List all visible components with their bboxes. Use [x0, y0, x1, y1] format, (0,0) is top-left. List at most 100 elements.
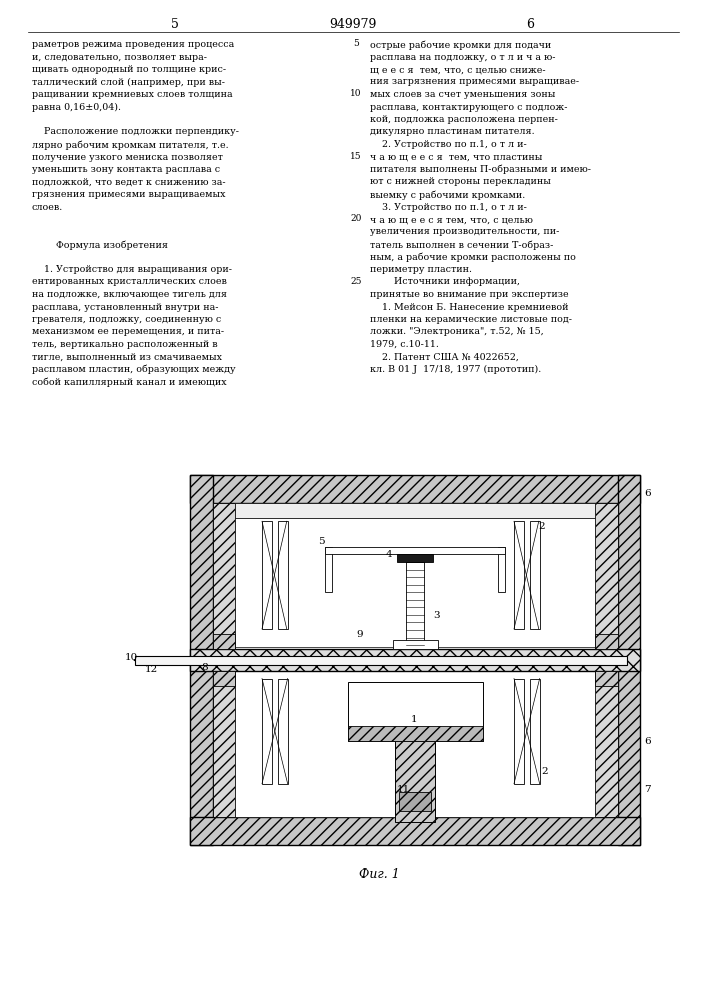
Text: 1. Мейсон Б. Нанесение кремниевой: 1. Мейсон Б. Нанесение кремниевой	[370, 302, 568, 312]
Text: 1. Устройство для выращивания ори-: 1. Устройство для выращивания ори-	[32, 265, 232, 274]
Bar	[135, 656, 626, 665]
Text: питателя выполнены П-образными и имею-: питателя выполнены П-образными и имею-	[370, 165, 591, 174]
Text: кл. В 01 J  17/18, 1977 (прототип).: кл. В 01 J 17/18, 1977 (прототип).	[370, 365, 542, 374]
Bar	[514, 521, 524, 629]
Bar	[262, 521, 272, 629]
Bar	[595, 503, 617, 817]
Bar	[190, 475, 213, 845]
Text: расплавом пластин, образующих между: расплавом пластин, образующих между	[32, 365, 235, 374]
Text: на подложке, включающее тигель для: на подложке, включающее тигель для	[32, 290, 227, 299]
Text: 2. Устройство по п.1, о т л и-: 2. Устройство по п.1, о т л и-	[370, 140, 527, 149]
Bar	[406, 562, 424, 645]
Bar	[190, 817, 640, 845]
Bar	[399, 792, 431, 811]
Text: 949979: 949979	[329, 18, 377, 31]
Text: 12: 12	[145, 665, 158, 674]
Text: ния загрязнения примесями выращивае-: ния загрязнения примесями выращивае-	[370, 78, 579, 87]
Text: ч а ю щ е е с я  тем, что пластины: ч а ю щ е е с я тем, что пластины	[370, 152, 542, 161]
Text: щ е е с я  тем, что, с целью сниже-: щ е е с я тем, что, с целью сниже-	[370, 65, 546, 74]
Bar	[595, 634, 617, 649]
Text: получение узкого мениска позволяет: получение узкого мениска позволяет	[32, 152, 223, 161]
Text: собой капиллярный канал и имеющих: собой капиллярный канал и имеющих	[32, 377, 227, 387]
Text: лярно рабочим кромкам питателя, т.е.: лярно рабочим кромкам питателя, т.е.	[32, 140, 228, 149]
Bar	[325, 547, 505, 554]
Text: 1979, с.10-11.: 1979, с.10-11.	[370, 340, 439, 349]
Text: кой, подложка расположена перпен-: кой, подложка расположена перпен-	[370, 115, 558, 124]
Text: ют с нижней стороны перекладины: ют с нижней стороны перекладины	[370, 178, 551, 186]
Text: 6: 6	[526, 18, 534, 31]
Bar	[213, 634, 235, 649]
Text: 2: 2	[539, 522, 545, 531]
Text: Источники информации,: Источники информации,	[370, 277, 520, 286]
Text: 11: 11	[397, 785, 410, 794]
Bar	[617, 475, 640, 845]
Text: 10: 10	[125, 653, 139, 662]
Bar	[235, 518, 595, 647]
Text: 6: 6	[645, 489, 651, 498]
Bar	[190, 649, 640, 671]
Text: таллический слой (например, при вы-: таллический слой (например, при вы-	[32, 78, 225, 87]
Text: 10: 10	[350, 89, 362, 98]
Text: 5: 5	[171, 18, 179, 31]
Text: расплава, установленный внутри на-: расплава, установленный внутри на-	[32, 302, 218, 312]
Bar	[595, 671, 617, 686]
Text: 3. Устройство по п.1, о т л и-: 3. Устройство по п.1, о т л и-	[370, 202, 527, 212]
Bar	[392, 640, 438, 649]
Text: щивать однородный по толщине крис-: щивать однородный по толщине крис-	[32, 65, 226, 74]
Bar	[514, 678, 524, 784]
Bar	[278, 678, 288, 784]
Text: 15: 15	[350, 152, 362, 161]
Text: мых слоев за счет уменьшения зоны: мых слоев за счет уменьшения зоны	[370, 90, 556, 99]
Text: татель выполнен в сечении Т-образ-: татель выполнен в сечении Т-образ-	[370, 240, 554, 249]
Text: механизмом ее перемещения, и пита-: механизмом ее перемещения, и пита-	[32, 328, 224, 336]
Text: слоев.: слоев.	[32, 202, 63, 212]
Text: ложки. "Электроника", т.52, № 15,: ложки. "Электроника", т.52, № 15,	[370, 328, 544, 336]
Text: 5: 5	[318, 537, 325, 546]
Text: 1: 1	[411, 715, 417, 724]
Text: раметров режима проведения процесса: раметров режима проведения процесса	[32, 40, 234, 49]
Bar	[235, 671, 595, 817]
Text: увеличения производительности, пи-: увеличения производительности, пи-	[370, 228, 559, 236]
Bar	[498, 547, 505, 592]
Bar	[278, 521, 288, 629]
Text: 8: 8	[201, 663, 208, 672]
Text: подложкой, что ведет к снижению за-: подложкой, что ведет к снижению за-	[32, 178, 226, 186]
Text: 2: 2	[541, 766, 548, 776]
Text: 9: 9	[356, 630, 363, 639]
Text: уменьшить зону контакта расплава с: уменьшить зону контакта расплава с	[32, 165, 220, 174]
Text: равна 0,16±0,04).: равна 0,16±0,04).	[32, 103, 121, 112]
Bar	[213, 503, 235, 817]
Text: острые рабочие кромки для подачи: острые рабочие кромки для подачи	[370, 40, 551, 49]
Text: ным, а рабочие кромки расположены по: ным, а рабочие кромки расположены по	[370, 252, 576, 262]
Text: 6: 6	[645, 737, 651, 746]
Bar	[348, 682, 482, 741]
Bar	[395, 741, 436, 822]
Text: принятые во внимание при экспертизе: принятые во внимание при экспертизе	[370, 290, 568, 299]
Bar	[530, 678, 539, 784]
Text: ч а ю щ е е с я тем, что, с целью: ч а ю щ е е с я тем, что, с целью	[370, 215, 533, 224]
Bar	[213, 671, 235, 686]
Text: и, следовательно, позволяет выра-: и, следовательно, позволяет выра-	[32, 52, 207, 62]
Text: Расположение подложки перпендику-: Расположение подложки перпендику-	[32, 127, 239, 136]
Bar	[190, 475, 640, 503]
Text: 3: 3	[433, 611, 440, 620]
Text: 25: 25	[350, 277, 362, 286]
Bar	[325, 547, 332, 592]
Text: гревателя, подложку, соединенную с: гревателя, подложку, соединенную с	[32, 315, 221, 324]
Text: тигле, выполненный из смачиваемых: тигле, выполненный из смачиваемых	[32, 353, 222, 361]
Bar	[235, 503, 595, 518]
Text: периметру пластин.: периметру пластин.	[370, 265, 472, 274]
Text: 7: 7	[645, 785, 651, 794]
Text: ращивании кремниевых слоев толщина: ращивании кремниевых слоев толщина	[32, 90, 233, 99]
Text: 4: 4	[386, 550, 392, 559]
Text: 20: 20	[350, 214, 362, 223]
Bar	[397, 554, 433, 562]
Text: 5: 5	[353, 39, 359, 48]
Text: грязнения примесями выращиваемых: грязнения примесями выращиваемых	[32, 190, 226, 199]
Text: 2. Патент США № 4022652,: 2. Патент США № 4022652,	[370, 353, 519, 361]
Bar	[348, 726, 482, 741]
Text: Фиг. 1: Фиг. 1	[358, 868, 399, 881]
Text: ентированных кристаллических слоев: ентированных кристаллических слоев	[32, 277, 227, 286]
Text: расплава на подложку, о т л и ч а ю-: расплава на подложку, о т л и ч а ю-	[370, 52, 556, 62]
Text: Формула изобретения: Формула изобретения	[32, 240, 168, 249]
